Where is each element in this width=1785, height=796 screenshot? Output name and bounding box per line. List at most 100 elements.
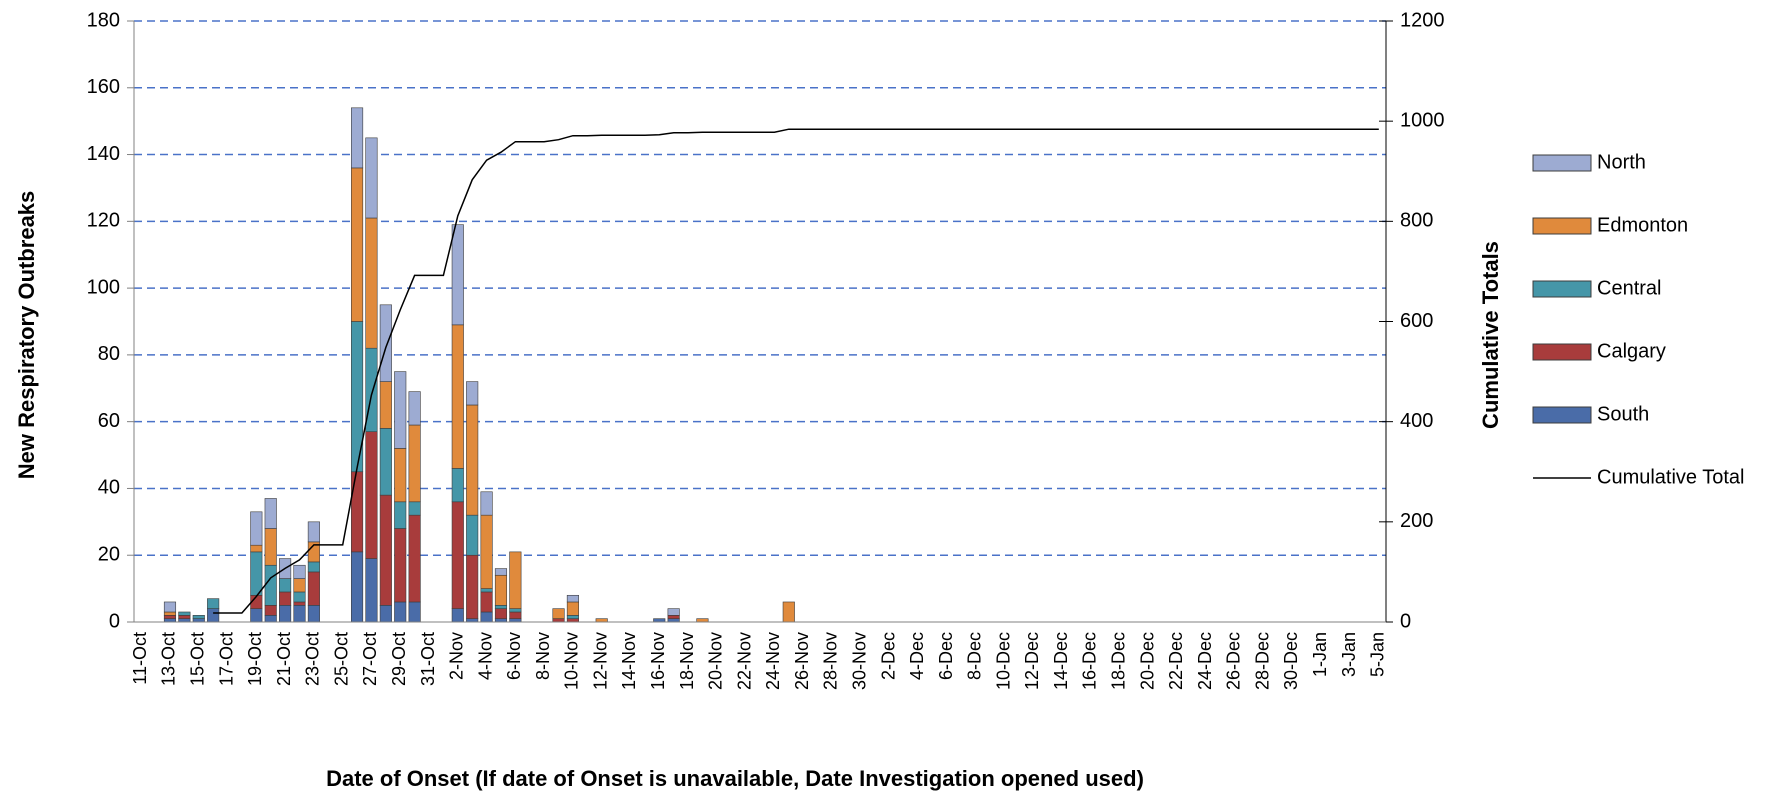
cumulative-line — [213, 128, 1379, 614]
x-tick-label: 24-Nov — [763, 632, 783, 690]
y2-tick-label: 400 — [1400, 410, 1433, 432]
bar — [494, 608, 508, 619]
x-tick-label: 22-Nov — [734, 632, 754, 690]
bar — [408, 424, 421, 503]
y-tick-label: 40 — [98, 477, 120, 499]
x-tick-label: 30-Dec — [1281, 632, 1301, 690]
bar — [365, 137, 378, 219]
x-tick-label: 18-Nov — [677, 632, 697, 690]
bar — [264, 605, 277, 616]
bar — [451, 324, 464, 469]
x-tick-label: 28-Dec — [1252, 632, 1272, 690]
x-tick-label: 15-Oct — [188, 632, 208, 686]
bar — [466, 514, 479, 556]
bar — [293, 605, 306, 623]
y-tick-label: 60 — [98, 410, 120, 432]
bar — [451, 501, 464, 609]
x-axis-title: Date of Onset (If date of Onset is unava… — [326, 766, 1144, 791]
x-tick-label: 10-Nov — [562, 632, 582, 690]
bar — [466, 381, 479, 406]
bar — [466, 404, 479, 516]
bar — [494, 618, 508, 623]
x-tick-label: 3-Jan — [1339, 632, 1359, 677]
bar — [696, 618, 709, 623]
bar — [408, 601, 421, 623]
y-tick-label: 180 — [87, 9, 120, 31]
y-tick-label: 140 — [87, 143, 120, 165]
y-tick-label: 80 — [98, 343, 120, 365]
x-tick-label: 8-Nov — [533, 632, 553, 680]
bar — [351, 551, 364, 623]
bar — [207, 598, 220, 609]
y-tick-label: 20 — [98, 544, 120, 566]
bar — [466, 554, 479, 619]
bar — [250, 551, 263, 596]
x-tick-label: 20-Dec — [1137, 632, 1157, 690]
bar — [480, 491, 493, 516]
legend-label: Central — [1597, 277, 1661, 299]
bar — [494, 605, 508, 609]
bar — [178, 611, 191, 616]
bar — [379, 304, 392, 382]
x-tick-label: 5-Jan — [1368, 632, 1388, 677]
x-tick-label: 2-Dec — [878, 632, 898, 680]
bar — [279, 605, 292, 623]
bar — [394, 501, 407, 529]
bar — [250, 544, 263, 553]
bar — [379, 605, 392, 623]
bar — [365, 558, 378, 623]
x-tick-label: 26-Dec — [1224, 632, 1244, 690]
x-tick-label: 11-Oct — [130, 632, 150, 685]
bar — [509, 551, 522, 609]
bar — [466, 618, 479, 623]
bar — [163, 615, 177, 619]
bar — [293, 564, 306, 579]
bar — [667, 615, 680, 619]
legend-label: Calgary — [1597, 340, 1666, 362]
x-tick-label: 31-Oct — [418, 632, 438, 686]
bar — [653, 618, 666, 623]
x-tick-label: 26-Nov — [792, 632, 812, 690]
bar — [408, 501, 421, 516]
x-tick-label: 19-Oct — [245, 632, 265, 686]
x-tick-label: 12-Dec — [1022, 632, 1042, 690]
y2-tick-label: 1000 — [1400, 109, 1445, 131]
y2-tick-label: 600 — [1400, 310, 1433, 332]
bar — [178, 618, 191, 623]
bar — [667, 608, 680, 616]
x-tick-label: 23-Oct — [303, 632, 323, 686]
y-tick-label: 160 — [87, 76, 120, 98]
x-tick-label: 16-Nov — [648, 632, 668, 690]
bar — [264, 615, 277, 623]
bar — [192, 618, 205, 623]
bar — [307, 521, 320, 543]
bar — [480, 588, 493, 593]
y-axis-title: New Respiratory Outbreaks — [14, 191, 39, 480]
bar — [351, 107, 364, 169]
x-tick-label: 13-Oct — [159, 632, 179, 686]
bar — [207, 608, 220, 623]
bar — [451, 468, 464, 503]
bar — [250, 511, 263, 546]
bar — [451, 224, 464, 326]
x-tick-label: 17-Oct — [216, 632, 236, 686]
bar — [365, 431, 378, 559]
x-tick-label: 1-Jan — [1310, 632, 1330, 677]
bar — [480, 591, 493, 613]
y-tick-label: 100 — [87, 276, 120, 298]
x-tick-label: 22-Dec — [1166, 632, 1186, 690]
bar — [178, 615, 191, 619]
bar — [667, 618, 680, 623]
x-tick-label: 21-Oct — [274, 632, 294, 686]
bar — [566, 618, 579, 623]
x-tick-label: 4-Nov — [475, 632, 495, 680]
bar — [480, 514, 493, 589]
legend-label: North — [1597, 151, 1646, 173]
bar — [595, 618, 608, 623]
bar — [782, 601, 795, 623]
x-tick-label: 16-Dec — [1080, 632, 1100, 690]
y2-tick-label: 0 — [1400, 610, 1411, 632]
bar — [192, 615, 205, 619]
x-tick-label: 8-Dec — [965, 632, 985, 680]
